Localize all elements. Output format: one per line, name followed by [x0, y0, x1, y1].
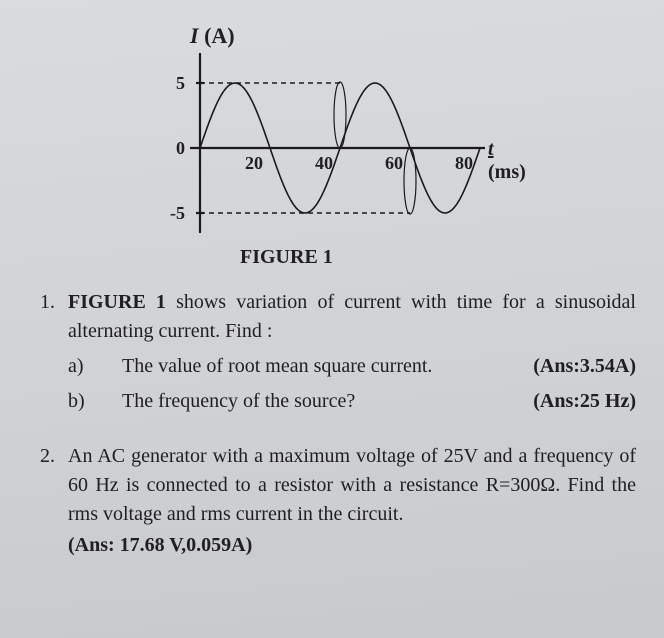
chart-svg: [180, 48, 490, 238]
q2-number: 2.: [40, 442, 68, 560]
x-axis-label: t (ms): [488, 138, 530, 184]
q2-stem: An AC generator with a maximum voltage o…: [68, 445, 636, 525]
y-axis-unit: (A): [204, 23, 235, 48]
q1-b-label: b): [68, 387, 122, 416]
q1-b-text: The frequency of the source?: [122, 387, 515, 416]
q1-stem: FIGURE 1 shows variation of current with…: [68, 288, 636, 416]
y-axis-var: I: [190, 23, 199, 48]
figure-1: I (A) 5 0 -5 20 40 60 80 t (ms): [110, 18, 530, 268]
q1-a-ans: (Ans:3.54A): [515, 352, 636, 381]
q1-a-text: The value of root mean square current.: [122, 352, 515, 381]
x-axis-unit: (ms): [488, 161, 526, 183]
q1-part-b: b) The frequency of the source? (Ans:25 …: [68, 387, 636, 416]
q1-lead: FIGURE 1: [68, 291, 166, 313]
q1-part-a: a) The value of root mean square current…: [68, 352, 636, 381]
page: I (A) 5 0 -5 20 40 60 80 t (ms): [0, 0, 664, 638]
figure-caption: FIGURE 1: [240, 246, 333, 269]
question-2: 2. An AC generator with a maximum voltag…: [40, 442, 636, 560]
q1-b-ans: (Ans:25 Hz): [515, 387, 636, 416]
question-1: 1. FIGURE 1 shows variation of current w…: [40, 288, 636, 416]
y-axis-label: I (A): [190, 23, 235, 49]
q2-ans: (Ans: 17.68 V,0.059A): [68, 531, 636, 560]
q1-a-label: a): [68, 352, 122, 381]
q1-number: 1.: [40, 288, 68, 416]
